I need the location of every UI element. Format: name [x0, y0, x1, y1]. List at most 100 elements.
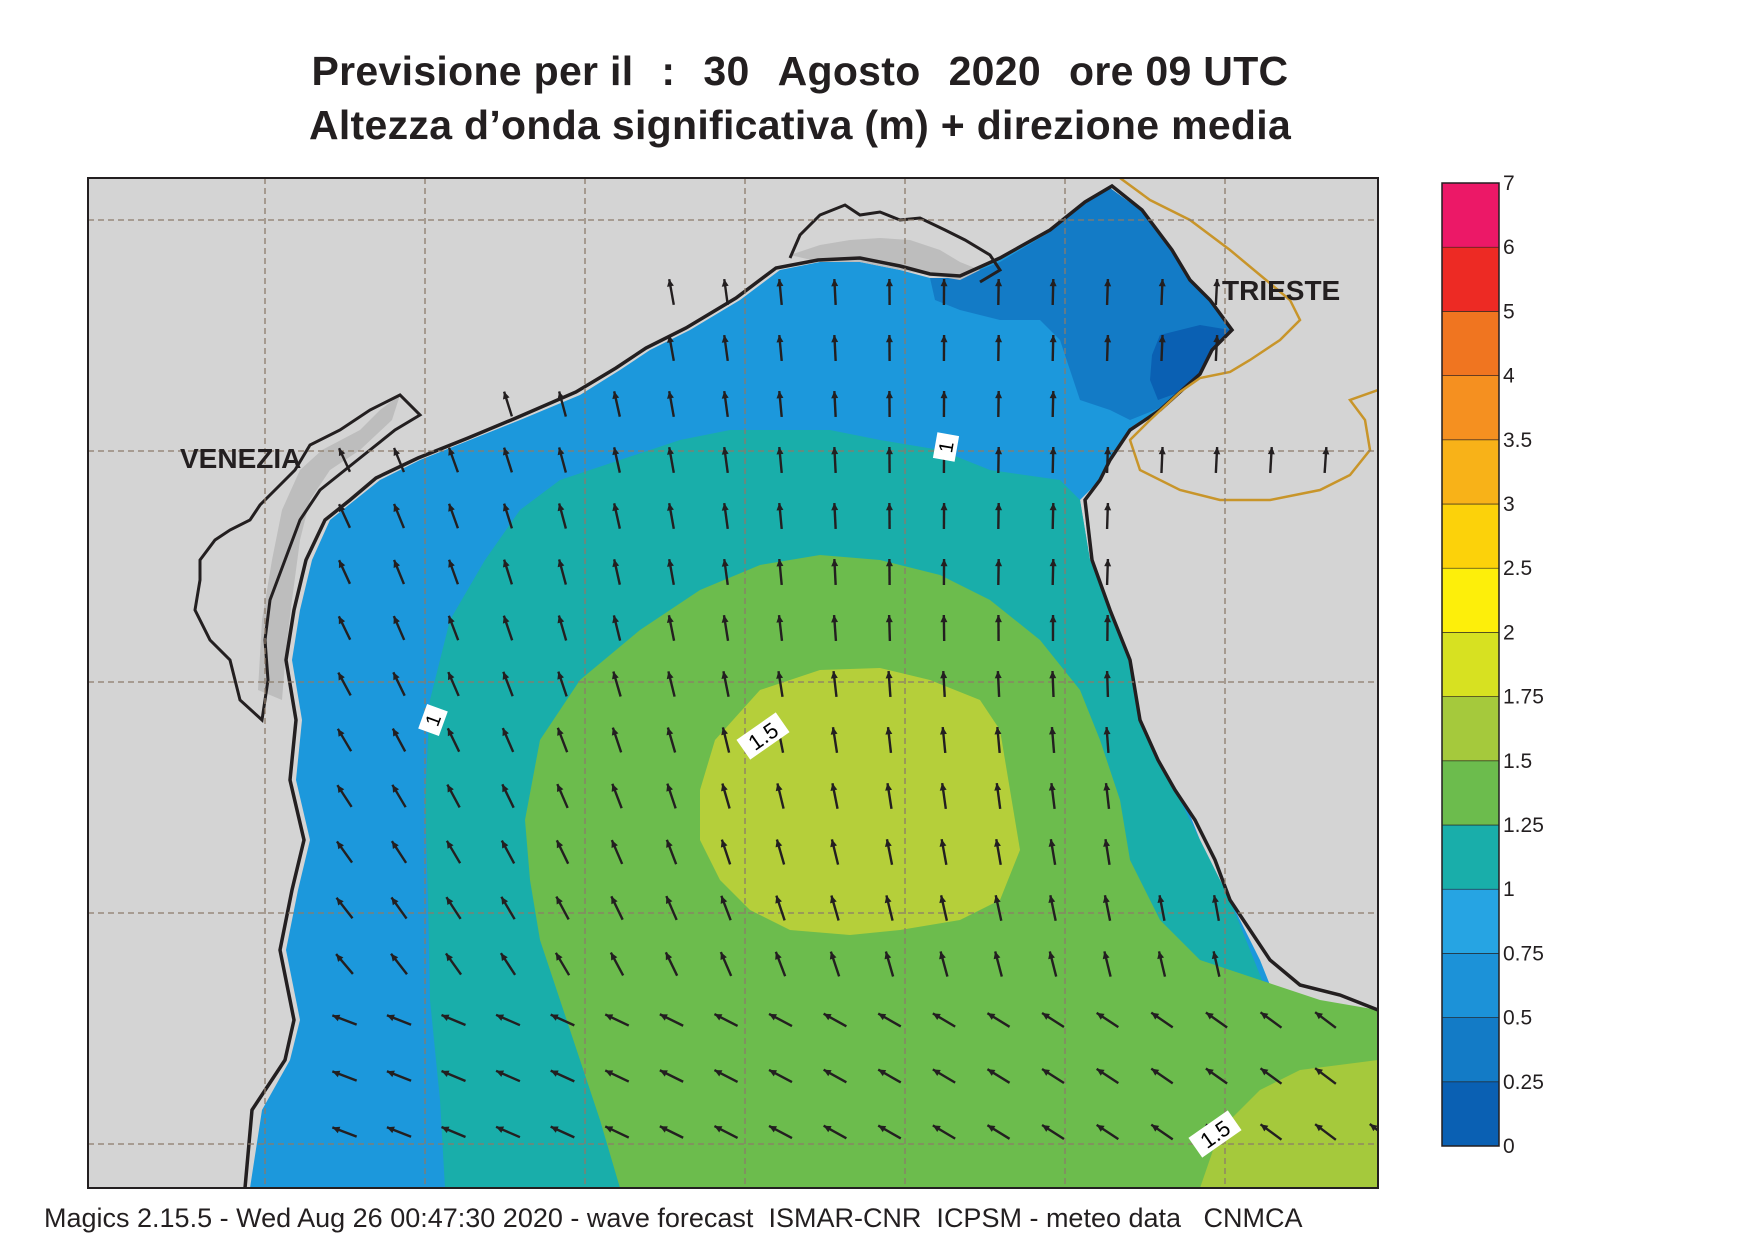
direction-arrow-head	[1104, 559, 1112, 567]
direction-arrow-head	[448, 559, 455, 568]
legend-swatch	[1441, 567, 1500, 633]
direction-arrow-head	[667, 559, 674, 567]
direction-arrow-head	[1042, 1125, 1050, 1132]
direction-arrow-head	[667, 503, 674, 511]
direction-arrow-head	[1104, 615, 1112, 623]
direction-arrow-head	[1096, 1068, 1105, 1076]
direction-arrow-head	[448, 503, 455, 512]
city-label-venezia: VENEZIA	[180, 443, 301, 474]
direction-arrow-head	[885, 783, 893, 791]
direction-arrow-head	[557, 503, 565, 512]
direction-arrow-head	[502, 728, 509, 737]
direction-arrow-head	[666, 783, 673, 792]
direction-arrow-head	[611, 783, 619, 792]
direction-arrow-head	[446, 897, 454, 906]
direction-arrow-head	[666, 671, 674, 680]
direction-arrow-head	[940, 559, 948, 567]
direction-arrow-head	[446, 840, 454, 849]
map-frame	[87, 177, 1379, 1189]
direction-arrow-head	[338, 560, 346, 569]
direction-arrow-head	[994, 783, 1002, 791]
direction-arrow-head	[612, 559, 620, 568]
direction-arrow-head	[1104, 447, 1112, 455]
direction-arrow-head	[831, 447, 839, 455]
legend-level-label: 3	[1503, 493, 1515, 516]
direction-arrow-head	[885, 671, 893, 679]
direction-arrow-head	[823, 1069, 832, 1077]
legend-level-label: 4	[1503, 365, 1515, 388]
grado-lagoon	[790, 238, 980, 280]
direction-arrow-head	[1322, 447, 1330, 455]
direction-arrow-head	[393, 503, 401, 512]
direction-arrow-head	[1104, 503, 1112, 511]
direction-arrow-head	[1049, 391, 1057, 399]
direction-arrow-head	[393, 447, 401, 456]
direction-arrow-head	[1213, 335, 1221, 343]
title-hour: ore 09 UTC	[1069, 48, 1289, 94]
direction-arrow-head	[1369, 1123, 1378, 1132]
direction-arrow-head	[332, 1014, 341, 1022]
direction-arrow-head	[721, 391, 729, 399]
direction-arrow-head	[939, 783, 947, 791]
title-year: 2020	[948, 48, 1041, 94]
direction-arrow-head	[776, 335, 784, 343]
direction-arrow-head	[932, 1069, 941, 1077]
direction-arrow-head	[1049, 503, 1057, 511]
legend-level-label: 3.5	[1503, 429, 1532, 452]
direction-arrow-head	[885, 335, 893, 343]
direction-arrow-head	[995, 559, 1003, 567]
direction-arrow-head	[830, 895, 837, 904]
direction-arrow-head	[496, 1126, 505, 1133]
direction-arrow-head	[502, 559, 510, 568]
direction-arrow-head	[987, 1013, 996, 1020]
legend-level-label: 0.75	[1503, 942, 1544, 965]
coastline-west	[243, 183, 1378, 1188]
direction-arrow-head	[721, 727, 729, 736]
coastline-lagoon-venice	[193, 393, 423, 723]
direction-arrow-head	[994, 727, 1002, 735]
direction-arrow-head	[878, 1013, 887, 1021]
direction-arrow-head	[393, 559, 401, 568]
direction-arrow-head	[831, 615, 839, 623]
contour-label-1b: 1	[418, 704, 448, 736]
direction-arrow-head	[1102, 895, 1110, 904]
direction-arrow-head	[776, 671, 784, 679]
direction-arrow-head	[987, 1069, 996, 1076]
direction-arrow-head	[659, 1070, 668, 1077]
legend-level-label: 1.75	[1503, 686, 1544, 709]
land-east-coast	[1085, 178, 1378, 1010]
direction-arrow-head	[441, 1126, 450, 1133]
direction-arrow-head	[666, 896, 673, 905]
direction-arrow-head	[550, 1014, 559, 1021]
direction-arrow-head	[611, 727, 619, 736]
direction-arrow-head	[605, 1014, 614, 1021]
direction-arrow-head	[775, 783, 783, 792]
direction-arrow-head	[1103, 783, 1111, 791]
direction-arrow-head	[1096, 1012, 1105, 1020]
direction-arrow-head	[666, 727, 674, 736]
direction-arrow-head	[885, 279, 893, 287]
direction-arrow-head	[1151, 1012, 1160, 1020]
direction-arrow-head	[995, 279, 1003, 287]
legend-level-label: 1.5	[1503, 750, 1532, 773]
legend-swatch	[1441, 182, 1500, 248]
direction-arrow-head	[1042, 1069, 1050, 1076]
direction-arrow-head	[932, 1013, 941, 1021]
direction-arrow-head	[1103, 671, 1111, 679]
direction-arrow-head	[987, 1125, 996, 1132]
direction-arrow-head	[337, 728, 345, 737]
direction-arrow-head	[721, 671, 729, 680]
direction-arrow-head	[885, 503, 893, 511]
legend-swatch	[1441, 760, 1500, 826]
direction-arrow-head	[605, 1070, 614, 1077]
legend-level-label: 0.25	[1503, 1071, 1544, 1094]
direction-arrow-head	[720, 895, 728, 904]
direction-arrow-head	[496, 1070, 505, 1077]
direction-arrow-head	[445, 953, 453, 962]
direction-arrow-head	[1213, 447, 1221, 455]
direction-arrow-head	[885, 447, 893, 455]
direction-arrow-head	[557, 447, 565, 456]
title-colon: :	[661, 48, 676, 94]
direction-arrow-head	[447, 728, 455, 737]
legend-level-label: 0	[1503, 1135, 1515, 1158]
